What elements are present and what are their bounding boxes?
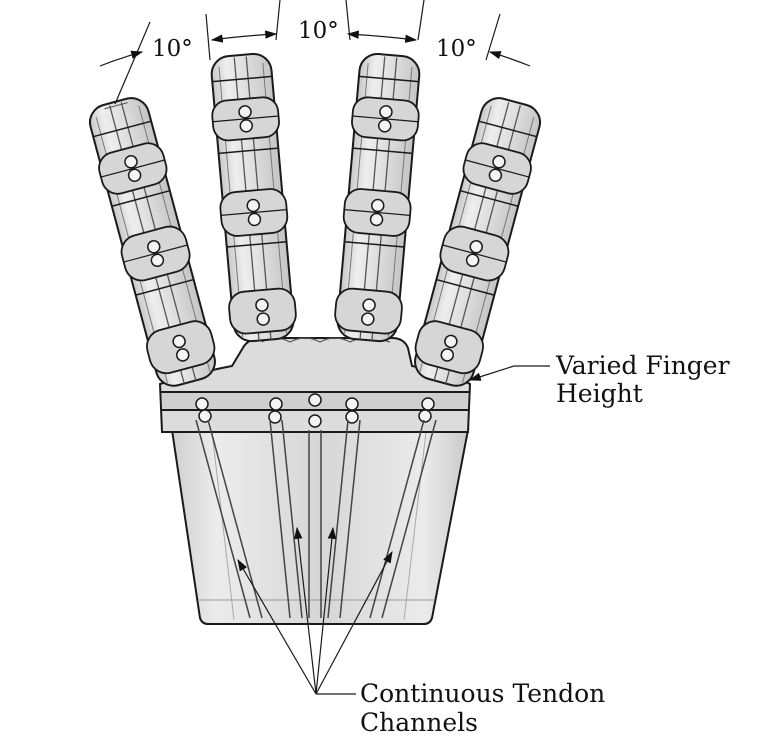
finger-4 [414, 97, 541, 387]
palm-body [170, 429, 470, 625]
tendon-label-line1: Continuous Tendon [360, 679, 605, 708]
finger-3 [334, 52, 421, 343]
angle-label-1: 10° [152, 36, 193, 62]
tendon-channels [195, 419, 437, 619]
finger-2 [210, 52, 297, 343]
finger-height-leader [468, 365, 550, 381]
tendon-leaders [237, 526, 393, 695]
finger-height-label-line1: Varied Finger [555, 351, 730, 380]
palm [158, 337, 472, 625]
angle-dimensions [99, 0, 531, 105]
tendon-label-line2: Channels [360, 708, 478, 737]
angle-label-2: 10° [298, 18, 339, 44]
angle-label-3: 10° [436, 36, 477, 62]
finger-1 [89, 97, 216, 387]
finger-height-label-line2: Height [556, 379, 643, 408]
